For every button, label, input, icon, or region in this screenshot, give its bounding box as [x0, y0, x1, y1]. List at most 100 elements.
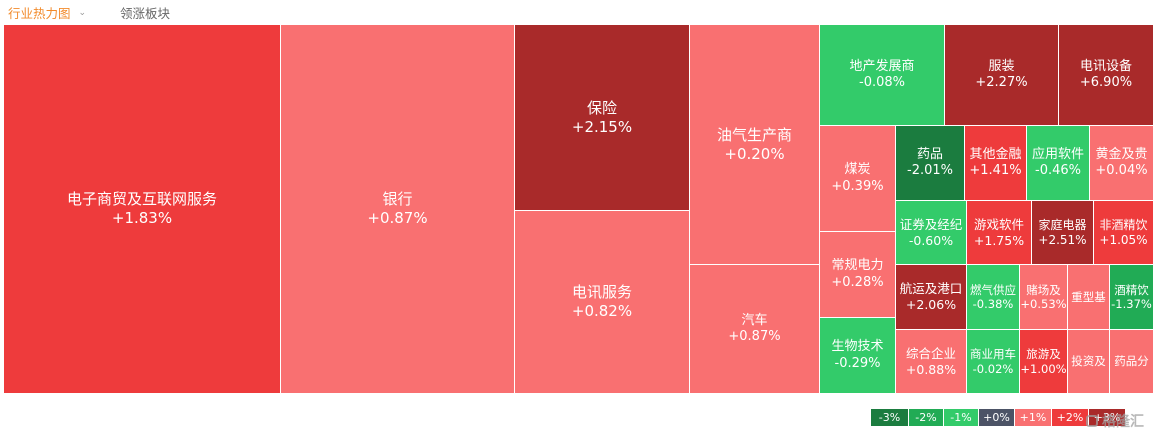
sector-name: 保险	[586, 98, 617, 117]
sector-tile[interactable]: 应用软件 -0.46%	[1027, 126, 1090, 201]
sector-name: 汽车	[741, 312, 768, 328]
sector-change: -0.38%	[972, 297, 1014, 311]
sector-name: 重型基	[1071, 289, 1106, 304]
color-legend: -3% -2% -1% +0% +1% +2% +3%	[871, 409, 1126, 426]
sector-tile[interactable]: 电子商贸及互联网服务 +1.83%	[4, 25, 281, 394]
sector-name: 航运及港口	[899, 281, 963, 297]
sector-name: 旅游及	[1026, 347, 1061, 362]
sector-name: 煤炭	[844, 162, 871, 178]
sector-name: 地产发展商	[849, 58, 915, 74]
sector-tile[interactable]: 航运及港口 +2.06%	[896, 265, 967, 330]
tab-leading-sectors[interactable]: 领涨板块	[120, 6, 171, 21]
sector-name: 赌场及	[1026, 282, 1061, 297]
top-tab-bar: 行业热力图 ⌄ 领涨板块	[0, 0, 1164, 24]
sector-change: -0.60%	[908, 232, 954, 248]
legend-item: -3%	[871, 409, 908, 426]
sector-change: +6.90%	[1079, 75, 1133, 90]
sector-name: 药品分	[1114, 354, 1149, 369]
sector-name: 银行	[382, 190, 413, 209]
watermark: 格隆汇	[1086, 411, 1144, 431]
sector-tile[interactable]: 非酒精饮 +1.05%	[1094, 201, 1154, 265]
sector-name: 燃气供应	[970, 282, 1016, 297]
sector-change: -0.46%	[1035, 163, 1081, 178]
sector-tile[interactable]: 常规电力 +0.28%	[820, 232, 896, 318]
sector-name: 黄金及贵	[1095, 146, 1148, 162]
sector-tile[interactable]: 电讯设备 +6.90%	[1059, 25, 1154, 126]
sector-tile[interactable]: 煤炭 +0.39%	[820, 126, 896, 232]
gelonghui-logo-icon	[1086, 415, 1098, 427]
sector-tile[interactable]: 药品分	[1110, 330, 1154, 394]
watermark-text: 格隆汇	[1102, 414, 1144, 430]
sector-name: 投资及	[1071, 354, 1106, 369]
sector-name: 电讯服务	[571, 283, 632, 302]
sector-tile[interactable]: 黄金及贵 +0.04%	[1090, 126, 1154, 201]
sector-change: +1.83%	[111, 209, 173, 227]
sector-name: 商业用车	[970, 347, 1016, 362]
sector-name: 游戏软件	[973, 216, 1024, 232]
sector-change: +0.04%	[1095, 163, 1148, 178]
legend-item: +0%	[979, 409, 1014, 426]
sector-tile[interactable]: 汽车 +0.87%	[690, 265, 820, 394]
sector-change: -2.01%	[907, 163, 953, 178]
sector-change: +0.87%	[367, 209, 428, 227]
sector-name: 家庭电器	[1038, 217, 1087, 232]
sector-change: +0.28%	[831, 274, 884, 290]
sector-change: +2.06%	[905, 297, 957, 312]
legend-item: +1%	[1015, 409, 1051, 426]
sector-name: 电子商贸及互联网服务	[66, 190, 217, 209]
sector-name: 药品	[916, 146, 943, 162]
sector-name: 电讯设备	[1079, 58, 1132, 74]
sector-change: +0.39%	[831, 178, 884, 194]
sector-change: +2.27%	[975, 75, 1028, 90]
sector-tile[interactable]: 油气生产商 +0.20%	[690, 25, 820, 265]
sector-tile[interactable]: 保险 +2.15%	[515, 25, 690, 211]
sector-change: +0.20%	[724, 144, 785, 163]
sector-change: +1.05%	[1099, 232, 1148, 247]
sector-change: +0.53%	[1020, 297, 1067, 311]
sector-tile[interactable]: 综合企业 +0.88%	[896, 330, 967, 394]
sector-tile[interactable]: 游戏软件 +1.75%	[967, 201, 1032, 265]
sector-name: 酒精饮	[1114, 282, 1149, 297]
sector-change: +1.00%	[1020, 361, 1067, 376]
tab-industry-heatmap[interactable]: 行业热力图 ⌄	[8, 3, 86, 22]
sector-tile[interactable]: 其他金融 +1.41%	[965, 126, 1027, 201]
legend-item: +3%	[1089, 409, 1125, 426]
sector-name: 其他金融	[969, 146, 1022, 162]
sector-tile[interactable]: 银行 +0.87%	[281, 25, 515, 394]
sector-change: +2.15%	[571, 117, 633, 136]
sector-name: 油气生产商	[716, 125, 792, 144]
sector-change: +1.75%	[973, 232, 1025, 248]
sector-tile[interactable]: 服装 +2.27%	[945, 25, 1059, 126]
sector-change: -0.29%	[834, 355, 881, 371]
sector-tile[interactable]: 赌场及 +0.53%	[1020, 265, 1068, 330]
sector-tile[interactable]: 重型基	[1068, 265, 1110, 330]
sector-tile[interactable]: 燃气供应 -0.38%	[967, 265, 1020, 330]
sector-name: 应用软件	[1031, 146, 1084, 162]
sector-tile[interactable]: 电讯服务 +0.82%	[515, 211, 690, 394]
chevron-down-icon[interactable]: ⌄	[78, 7, 87, 18]
sector-tile[interactable]: 投资及	[1068, 330, 1110, 394]
sector-tile[interactable]: 酒精饮 -1.37%	[1110, 265, 1154, 330]
sector-name: 非酒精饮	[1099, 217, 1148, 232]
industry-treemap: 电子商贸及互联网服务 +1.83% 银行 +0.87% 保险 +2.15% 电讯服务 +0.8…	[4, 25, 1154, 394]
sector-change: -0.08%	[859, 75, 905, 90]
sector-tile[interactable]: 药品 -2.01%	[896, 126, 965, 201]
sector-tile[interactable]: 旅游及 +1.00%	[1020, 330, 1068, 394]
sector-tile[interactable]: 生物技术 -0.29%	[820, 318, 896, 394]
tab-industry-heatmap-label: 行业热力图	[8, 6, 71, 21]
sector-change: +0.87%	[728, 329, 781, 344]
sector-name: 综合企业	[905, 345, 956, 361]
sector-tile[interactable]: 商业用车 -0.02%	[967, 330, 1020, 394]
sector-name: 常规电力	[831, 258, 884, 274]
sector-name: 证券及经纪	[899, 216, 963, 232]
sector-change: -1.37%	[1111, 297, 1152, 311]
sector-tile[interactable]: 地产发展商 -0.08%	[820, 25, 945, 126]
sector-name: 生物技术	[831, 339, 884, 355]
sector-change: +1.41%	[969, 163, 1022, 178]
sector-change: +0.82%	[571, 302, 633, 320]
sector-change: +0.88%	[905, 361, 957, 377]
sector-tile[interactable]: 家庭电器 +2.51%	[1032, 201, 1094, 265]
sector-change: -0.02%	[972, 361, 1014, 376]
sector-tile[interactable]: 证券及经纪 -0.60%	[896, 201, 967, 265]
legend-item: +2%	[1052, 409, 1088, 426]
